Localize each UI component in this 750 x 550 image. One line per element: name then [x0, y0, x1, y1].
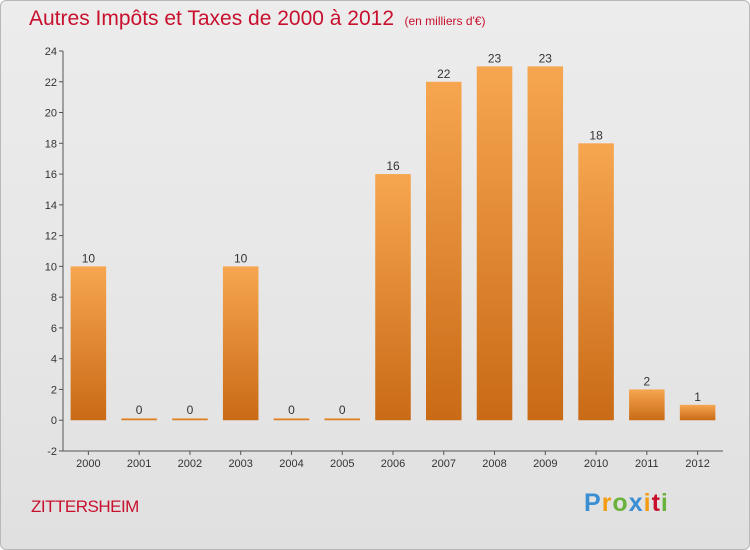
y-tick-label: 8	[51, 292, 57, 304]
bar	[527, 66, 564, 421]
data-label: 10	[82, 251, 96, 265]
bar	[70, 266, 107, 421]
y-tick-label: 0	[51, 415, 57, 427]
x-tick-label: 2005	[330, 458, 354, 470]
data-label: 0	[187, 403, 194, 417]
y-tick-label: 18	[45, 138, 57, 150]
x-tick-label: 2007	[432, 458, 456, 470]
bar	[121, 418, 157, 421]
bar	[679, 404, 716, 421]
data-label: 18	[589, 128, 603, 142]
x-tick-label: 2004	[279, 458, 303, 470]
proxiti-logo[interactable]: Proxiti	[584, 489, 669, 518]
y-tick-label: 2	[51, 384, 57, 396]
y-tick-label: -2	[47, 446, 57, 458]
bar	[375, 174, 411, 421]
data-label: 1	[694, 390, 701, 404]
y-tick-label: 14	[45, 200, 57, 212]
y-tick-label: 10	[45, 261, 57, 273]
x-tick-label: 2012	[685, 458, 709, 470]
data-label: 0	[136, 403, 143, 417]
data-label: 22	[437, 67, 451, 81]
y-tick-label: 22	[45, 77, 57, 89]
chart-subtitle: (en milliers d'€)	[404, 14, 486, 28]
logo-letter: i	[643, 489, 652, 517]
logo-letter: i	[660, 489, 669, 517]
y-tick-label: 20	[45, 108, 57, 120]
y-tick-label: 12	[45, 231, 57, 243]
data-label: 2	[644, 374, 651, 388]
bar	[324, 418, 360, 421]
x-tick-label: 2011	[635, 458, 659, 470]
commune-name: ZITTERSHEIM	[31, 497, 139, 516]
bar	[222, 266, 259, 421]
data-label: 10	[234, 251, 248, 265]
logo-letter: t	[651, 489, 661, 517]
bar	[273, 418, 310, 421]
bar	[578, 143, 614, 421]
x-tick-label: 2010	[584, 458, 608, 470]
x-tick-label: 2002	[178, 458, 202, 470]
logo-letter: o	[612, 489, 629, 517]
title-block: Autres Impôts et Taxes de 2000 à 2012 (e…	[29, 7, 485, 31]
data-label: 23	[539, 51, 553, 65]
logo-letter: P	[584, 489, 602, 517]
y-tick-label: 16	[45, 169, 57, 181]
x-tick-label: 2006	[381, 458, 405, 470]
data-label: 0	[288, 403, 295, 417]
x-tick-label: 2001	[127, 458, 151, 470]
bar	[172, 418, 208, 421]
y-tick-label: 6	[51, 323, 57, 335]
y-tick-label: 4	[51, 354, 57, 366]
x-tick-label: 2000	[76, 458, 100, 470]
data-label: 23	[488, 51, 502, 65]
x-tick-label: 2009	[533, 458, 557, 470]
data-label: 16	[386, 159, 400, 173]
logo-letter: r	[601, 489, 613, 517]
x-tick-label: 2003	[228, 458, 252, 470]
bar	[426, 81, 462, 421]
data-label: 0	[339, 403, 346, 417]
y-tick-label: 24	[45, 46, 57, 58]
logo-letter: x	[628, 489, 644, 517]
bar	[629, 389, 665, 421]
x-tick-label: 2008	[482, 458, 506, 470]
bar	[476, 66, 513, 421]
chart-title: Autres Impôts et Taxes de 2000 à 2012	[29, 7, 395, 30]
